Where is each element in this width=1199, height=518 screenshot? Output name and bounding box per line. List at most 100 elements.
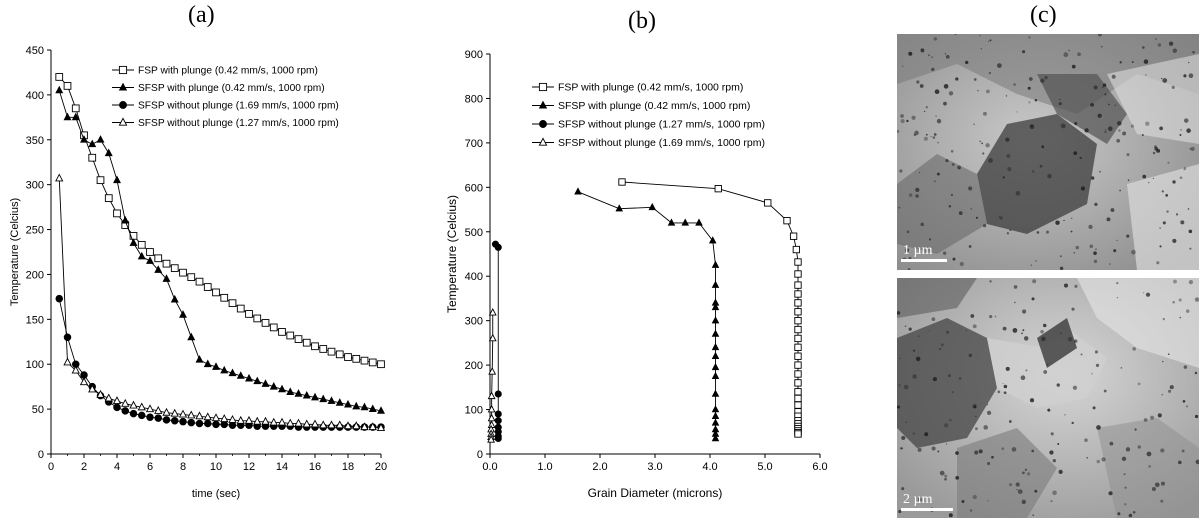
- x-axis-label: Grain Diameter (microns): [588, 486, 723, 500]
- precipitate-dot: [1118, 129, 1121, 132]
- precipitate-dot: [901, 487, 905, 491]
- precipitate-dot: [1008, 483, 1013, 487]
- y-tick-label: 250: [26, 225, 44, 237]
- precipitate-dot: [1172, 48, 1178, 53]
- data-point: [360, 402, 369, 411]
- x-tick-label: 20: [375, 461, 387, 473]
- precipitate-dot: [906, 230, 910, 234]
- precipitate-dot: [1131, 61, 1134, 63]
- precipitate-dot: [903, 384, 909, 390]
- precipitate-dot: [952, 257, 956, 261]
- data-point: [269, 382, 278, 390]
- precipitate-dot: [934, 89, 940, 95]
- legend-entry: SFSP with plunge (0.42 mm/s, 1000 rpm): [558, 100, 750, 112]
- chart-b: 0.0 1.0 2.0 3.0 4.0 5.0 6.0 0 100 200 300 400 500 600…: [445, 49, 828, 500]
- precipitate-dot: [904, 325, 907, 327]
- precipitate-dot: [1119, 189, 1121, 192]
- data-point: [63, 112, 72, 121]
- precipitate-dot: [973, 405, 977, 409]
- precipitate-dot: [1099, 170, 1102, 173]
- data-point: [368, 404, 377, 413]
- y-tick-label: 50: [32, 404, 44, 416]
- precipitate-dot: [1091, 373, 1093, 375]
- precipitate-dot: [925, 106, 929, 109]
- legend-marker: [118, 65, 128, 75]
- data-point: [146, 256, 154, 264]
- precipitate-dot: [968, 186, 973, 191]
- precipitate-dot: [1124, 503, 1127, 506]
- precipitate-dot: [1162, 221, 1166, 225]
- data-point: [789, 232, 798, 240]
- x-tick-label: 10: [210, 461, 222, 473]
- data-point: [129, 238, 138, 246]
- precipitate-dot: [1090, 176, 1095, 180]
- data-point: [253, 376, 262, 385]
- y-tick-label: 300: [26, 180, 44, 192]
- tem-micrograph-top: 1 µm: [897, 34, 1199, 270]
- precipitate-dot: [958, 377, 962, 380]
- precipitate-dot: [933, 37, 938, 41]
- precipitate-dot: [1116, 121, 1122, 126]
- precipitate-dot: [908, 193, 913, 197]
- data-point: [228, 299, 237, 308]
- series-line: [58, 76, 382, 365]
- legend-marker: [118, 117, 128, 126]
- precipitate-dot: [983, 425, 988, 430]
- data-point: [170, 408, 179, 417]
- precipitate-dot: [1116, 296, 1119, 299]
- data-point: [228, 421, 237, 430]
- precipitate-dot: [900, 114, 904, 118]
- precipitate-dot: [1021, 332, 1023, 335]
- grain-region: [897, 154, 987, 254]
- x-tick-label: 3.0: [647, 461, 662, 473]
- precipitate-dot: [1017, 489, 1023, 495]
- y-tick-label: 350: [26, 135, 44, 147]
- precipitate-dot: [944, 477, 947, 481]
- precipitate-dot: [1049, 450, 1054, 455]
- precipitate-dot: [1178, 460, 1182, 465]
- precipitate-dot: [1162, 78, 1168, 83]
- precipitate-dot: [1127, 179, 1130, 181]
- precipitate-dot: [1165, 194, 1169, 197]
- precipitate-dot: [1032, 514, 1035, 516]
- precipitate-dot: [1162, 360, 1164, 363]
- data-point: [112, 396, 122, 405]
- precipitate-dot: [1022, 329, 1025, 332]
- precipitate-dot: [1050, 500, 1053, 503]
- data-point: [170, 294, 179, 303]
- precipitate-dot: [1021, 50, 1026, 54]
- precipitate-dot: [1094, 350, 1099, 354]
- precipitate-dot: [1014, 301, 1016, 304]
- data-point: [278, 384, 286, 393]
- precipitate-dot: [1079, 156, 1082, 160]
- y-tick-label: 800: [465, 93, 483, 105]
- precipitate-dot: [1161, 393, 1164, 396]
- data-point: [245, 310, 253, 318]
- precipitate-dot: [1185, 309, 1190, 313]
- data-point: [187, 332, 196, 341]
- data-point: [711, 389, 720, 397]
- precipitate-dot: [914, 130, 919, 136]
- data-point: [162, 259, 171, 268]
- data-point: [63, 357, 72, 366]
- panel-label-c: (c): [1030, 2, 1057, 28]
- data-point: [261, 416, 270, 425]
- data-point: [368, 422, 377, 431]
- precipitate-dot: [1084, 438, 1088, 442]
- data-point: [162, 407, 171, 416]
- precipitate-dot: [1060, 332, 1062, 335]
- precipitate-dot: [920, 222, 925, 227]
- y-tick-label: 100: [26, 359, 44, 371]
- x-tick-label: 2: [81, 461, 87, 473]
- data-point: [179, 268, 187, 277]
- series-line: [495, 243, 499, 439]
- precipitate-dot: [931, 56, 934, 59]
- data-point: [162, 274, 171, 282]
- precipitate-dot: [1034, 98, 1038, 102]
- data-point: [711, 280, 720, 288]
- precipitate-dot: [1172, 180, 1176, 184]
- data-point: [88, 153, 97, 162]
- data-point: [794, 317, 802, 325]
- precipitate-dot: [974, 450, 979, 455]
- data-point: [294, 418, 303, 427]
